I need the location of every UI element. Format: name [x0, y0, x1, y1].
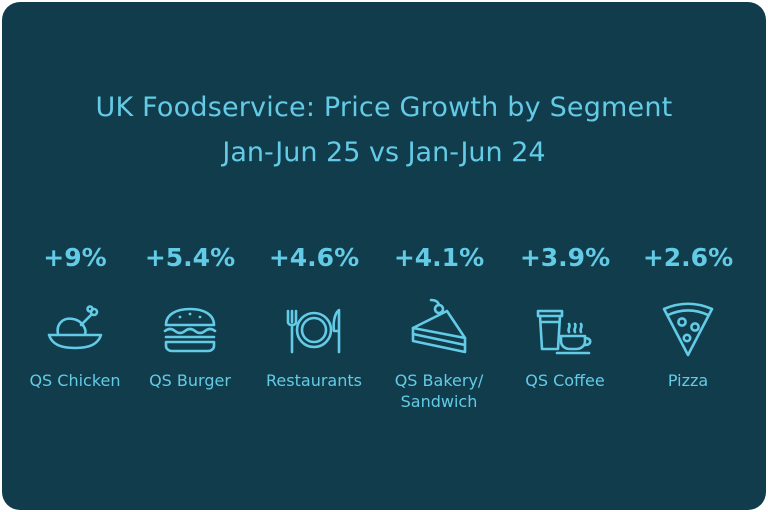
pizza-icon — [658, 298, 718, 358]
segment-value: +9% — [43, 243, 107, 272]
segment-value: +4.1% — [393, 243, 485, 272]
segment-label: QS Bakery/Sandwich — [369, 370, 509, 412]
segment-label: QS Burger — [149, 371, 231, 390]
chart-subtitle: Jan-Jun 25 vs Jan-Jun 24 — [222, 137, 546, 168]
cake-slice-icon — [409, 298, 469, 358]
segment-value: +3.9% — [519, 243, 611, 272]
segment-label: QS Coffee — [525, 371, 605, 390]
segment-label-line2: Sandwich — [400, 392, 478, 411]
segment-label: QS Chicken — [29, 371, 121, 390]
segment-label-line1: QS Bakery/ — [394, 371, 484, 390]
burger-icon — [160, 298, 220, 358]
segment-value: +5.4% — [144, 243, 236, 272]
plate-cutlery-icon — [284, 298, 344, 358]
chart-title: UK Foodservice: Price Growth by Segment — [95, 92, 673, 123]
coffee-icon — [535, 298, 595, 358]
segment-value: +2.6% — [642, 243, 734, 272]
segment-label: Pizza — [667, 371, 709, 390]
chicken-icon — [45, 298, 105, 358]
segment-label: Restaurants — [266, 371, 362, 390]
segment-value: +4.6% — [268, 243, 360, 272]
